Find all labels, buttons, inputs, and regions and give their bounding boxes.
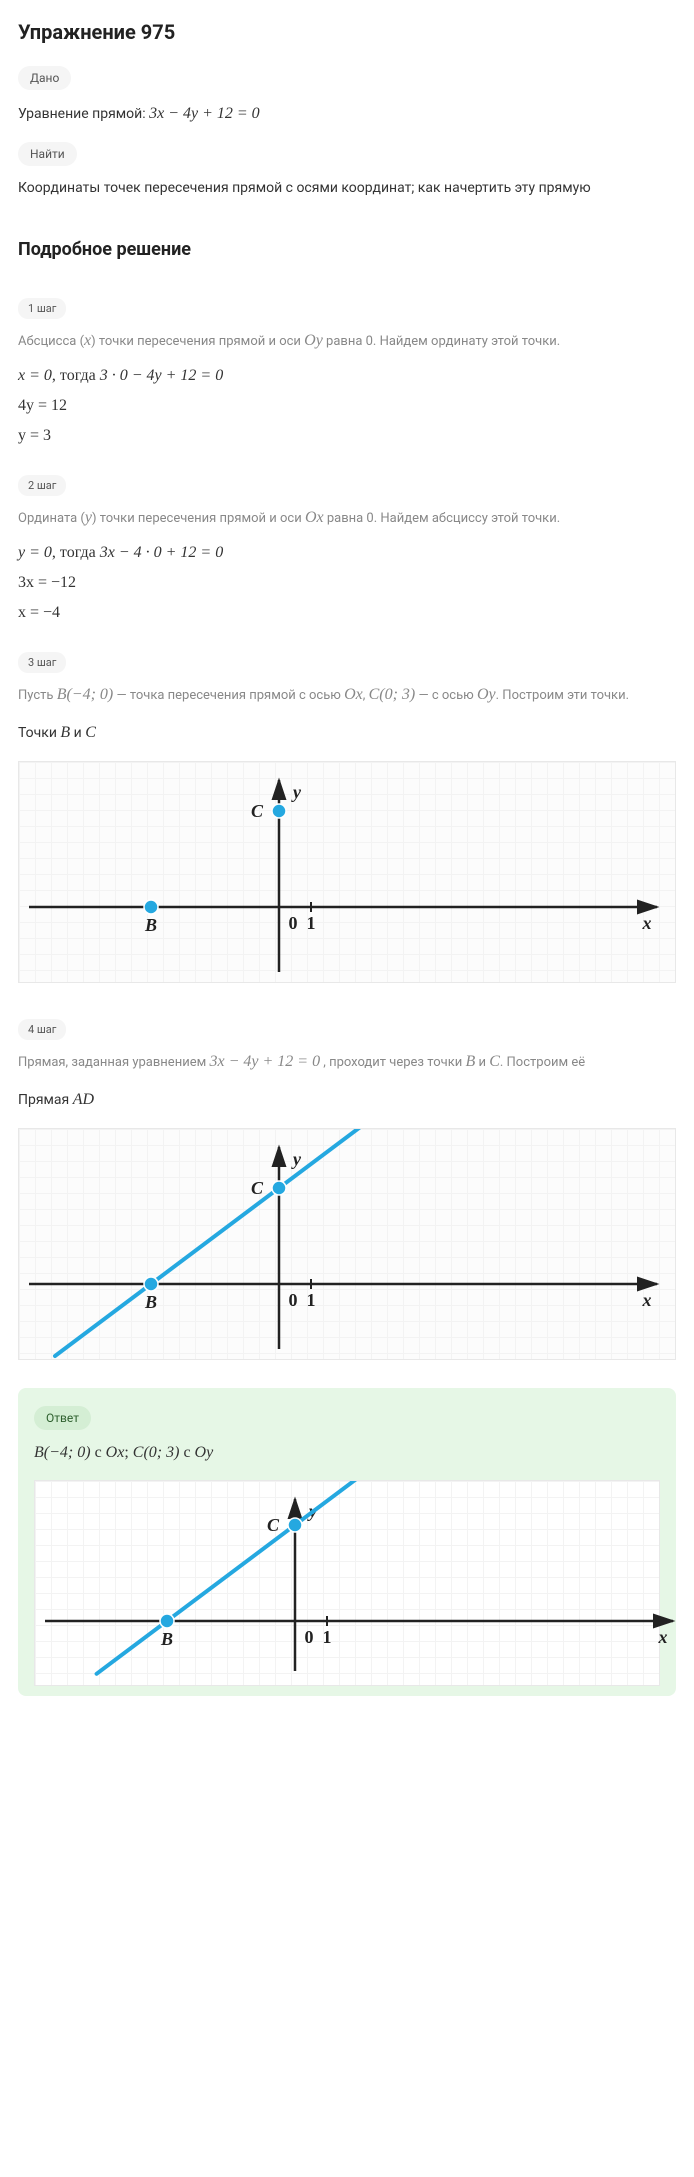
step4-suffix: . Построим её	[500, 1055, 585, 1070]
step2-eq1-rest: 3x − 4 · 0 + 12 = 0	[100, 544, 224, 561]
step4-eq: 3x − 4y + 12 = 0	[209, 1053, 320, 1070]
svg-text:1: 1	[307, 1290, 316, 1310]
step4-intro-prefix: Прямая, заданная уравнением	[18, 1055, 209, 1070]
answer-c: C(0; 3)	[133, 1444, 180, 1461]
step2-intro-suffix: равна 0. Найдем абсциссу этой точки.	[324, 511, 561, 526]
chart2-svg: 01yxADBC	[19, 1129, 675, 1359]
given-prefix: Уравнение прямой:	[18, 106, 149, 122]
step2-eq2: 3x = −12	[18, 574, 676, 592]
step3-b: B(−4; 0)	[57, 686, 114, 703]
step2-var2: Ox	[305, 509, 324, 526]
step1-eq2: 4y = 12	[18, 397, 676, 415]
answer-b-mid: с	[91, 1444, 106, 1461]
page-title: Упражнение 975	[18, 20, 676, 44]
step1-eq1-mid: , тогда	[52, 367, 100, 384]
step2-intro-mid: ) точки пересечения прямой и оси	[92, 511, 305, 526]
step3-mid3: — с осью	[415, 688, 477, 703]
given-equation: 3x − 4y + 12 = 0	[149, 105, 260, 122]
step4-and: и	[475, 1055, 489, 1070]
svg-text:x: x	[658, 1627, 668, 1647]
svg-text:C: C	[251, 1178, 264, 1198]
step1-eq1: x = 0, тогда 3 · 0 − 4y + 12 = 0	[18, 367, 676, 385]
step3-mid1: — точка пересечения прямой с осью	[113, 688, 344, 703]
chart1-container: 01 y x B C	[18, 761, 676, 983]
svg-text:0: 0	[305, 1627, 314, 1647]
step1-eq1-rest: 3 · 0 − 4y + 12 = 0	[100, 367, 224, 384]
answer-badge: Ответ	[34, 1406, 91, 1430]
step1-eq3: y = 3	[18, 427, 676, 445]
step4-caption: Прямая AD	[18, 1088, 676, 1112]
step4-mid: , проходит через точки	[320, 1055, 465, 1070]
svg-text:B: B	[144, 915, 157, 935]
svg-text:1: 1	[307, 913, 316, 933]
chart1-svg: 01 y x B C	[19, 762, 675, 982]
step1-intro-prefix: Абсцисса (	[18, 334, 84, 349]
svg-text:B: B	[144, 1292, 157, 1312]
svg-text:x: x	[642, 913, 652, 933]
step4-badge: 4 шаг	[18, 1019, 66, 1040]
svg-text:y: y	[291, 1149, 302, 1169]
step2-eq1: y = 0, тогда 3x − 4 · 0 + 12 = 0	[18, 544, 676, 562]
chart2-container: 01yxADBC	[18, 1128, 676, 1360]
step1-intro: Абсцисса (x) точки пересечения прямой и …	[18, 329, 676, 353]
answer-box: Ответ B(−4; 0) с Ox; C(0; 3) с Oy 01yxAD…	[18, 1388, 676, 1696]
step3-caption: Точки B и C	[18, 721, 676, 745]
step4-intro: Прямая, заданная уравнением 3x − 4y + 12…	[18, 1050, 676, 1074]
svg-text:0: 0	[289, 913, 298, 933]
answer-b: B(−4; 0)	[34, 1444, 91, 1461]
step2-badge: 2 шаг	[18, 475, 66, 496]
svg-text:1: 1	[323, 1627, 332, 1647]
chart3-svg: 01yxADBC	[35, 1481, 691, 1681]
svg-text:C: C	[251, 801, 264, 821]
svg-text:C: C	[267, 1515, 280, 1535]
step1-intro-suffix: равна 0. Найдем ординату этой точки.	[323, 334, 560, 349]
svg-text:y: y	[291, 782, 302, 802]
step3-caption-text: Точки B и C	[18, 725, 96, 741]
step3-suffix: . Построим эти точки.	[496, 688, 629, 703]
find-badge: Найти	[18, 142, 77, 166]
step3-oy: Oy	[477, 686, 496, 703]
step2-intro: Ордината (y) точки пересечения прямой и …	[18, 506, 676, 530]
step2-intro-prefix: Ордината (	[18, 511, 85, 526]
step1-intro-mid: ) точки пересечения прямой и оси	[91, 334, 304, 349]
step3-c: C(0; 3)	[369, 686, 416, 703]
step2-eq1-mid: , тогда	[52, 544, 100, 561]
step2-var1: y	[85, 509, 92, 526]
step3-intro: Пусть B(−4; 0) — точка пересечения прямо…	[18, 683, 676, 707]
svg-text:B: B	[160, 1629, 173, 1649]
step2-eq1-pref: y = 0	[18, 544, 52, 561]
step4-caption-text: Прямая AD	[18, 1092, 94, 1108]
step4-c: C	[489, 1053, 500, 1070]
answer-line: B(−4; 0) с Ox; C(0; 3) с Oy	[34, 1444, 660, 1462]
step3-ox: Ox	[344, 686, 363, 703]
step4-b: B	[465, 1053, 475, 1070]
svg-text:0: 0	[289, 1290, 298, 1310]
step1-eq1-pref: x = 0	[18, 367, 52, 384]
step3-intro-prefix: Пусть	[18, 688, 57, 703]
step1-badge: 1 шаг	[18, 298, 66, 319]
svg-text:x: x	[642, 1290, 652, 1310]
step3-badge: 3 шаг	[18, 652, 66, 673]
answer-b-axis: Ox	[106, 1444, 125, 1461]
find-text: Координаты точек пересечения прямой с ос…	[18, 178, 676, 199]
step1-var2: Oy	[304, 332, 323, 349]
solution-heading: Подробное решение	[18, 239, 676, 260]
given-text: Уравнение прямой: 3x − 4y + 12 = 0	[18, 102, 676, 126]
step2-eq3: x = −4	[18, 604, 676, 622]
answer-c-axis: Oy	[195, 1444, 214, 1461]
answer-c-mid: с	[179, 1444, 194, 1461]
chart3-container: 01yxADBC	[34, 1480, 660, 1686]
answer-sep: ;	[124, 1444, 132, 1461]
given-badge: Дано	[18, 66, 71, 90]
